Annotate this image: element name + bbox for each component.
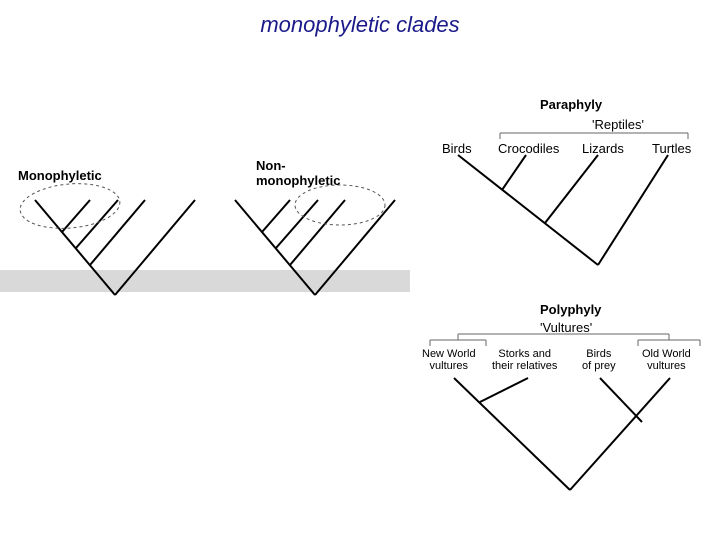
- taxon-birds: Birds: [442, 141, 472, 156]
- page-title: monophyletic clades: [260, 12, 459, 38]
- reptiles-label: 'Reptiles': [592, 117, 644, 132]
- polyphyly-panel: Polyphyly 'Vultures' New World vultures …: [420, 300, 715, 500]
- mono-ellipse: [18, 180, 121, 233]
- vultures-label: 'Vultures': [540, 320, 592, 335]
- paraphyly-title: Paraphyly: [540, 97, 602, 112]
- polyphyly-tree: [454, 378, 670, 490]
- paraphyly-panel: Paraphyly 'Reptiles' Birds Crocodiles Li…: [420, 95, 715, 275]
- left-panel-svg: [0, 140, 410, 320]
- mono-label: Monophyletic: [18, 168, 102, 183]
- gray-band: [0, 270, 410, 292]
- reptiles-bracket: [500, 133, 688, 139]
- taxon-lizards: Lizards: [582, 141, 624, 156]
- nonmono-label: Non- monophyletic: [256, 158, 341, 188]
- paraphyly-svg: [420, 95, 715, 275]
- taxon-birds-prey: Birds of prey: [582, 348, 616, 372]
- taxon-ow-vultures: Old World vultures: [642, 348, 691, 372]
- taxon-turtles: Turtles: [652, 141, 691, 156]
- polyphyly-title: Polyphyly: [540, 302, 601, 317]
- vultures-brackets: [430, 334, 700, 346]
- left-panel: Monophyletic Non- monophyletic: [0, 140, 410, 320]
- taxon-crocodiles: Crocodiles: [498, 141, 559, 156]
- taxon-nw-vultures: New World vultures: [422, 348, 476, 372]
- paraphyly-tree: [458, 155, 668, 265]
- taxon-storks: Storks and their relatives: [492, 348, 557, 372]
